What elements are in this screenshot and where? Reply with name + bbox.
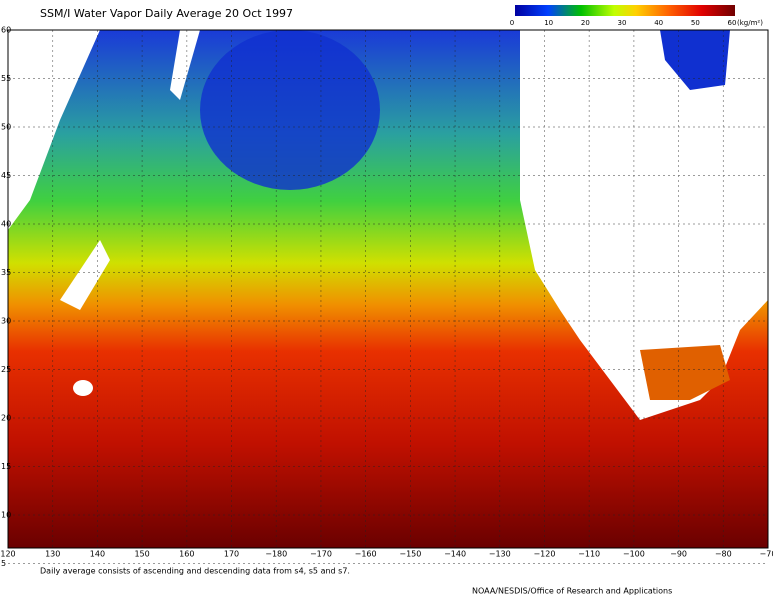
japan xyxy=(60,240,110,310)
gulf-of-mexico xyxy=(640,345,730,400)
north-america xyxy=(520,30,768,420)
longitude-label: −140 xyxy=(444,550,466,559)
longitude-label: 140 xyxy=(90,550,105,559)
footer-credit: NOAA/NESDIS/Office of Research and Appli… xyxy=(472,587,672,596)
longitude-label: −90 xyxy=(670,550,687,559)
longitude-label: −120 xyxy=(533,550,555,559)
latitude-label: 15 xyxy=(1,462,11,471)
latitude-label: 50 xyxy=(1,123,11,132)
longitude-label: −150 xyxy=(399,550,421,559)
hudson-bay xyxy=(660,30,730,90)
longitude-label: −110 xyxy=(578,550,600,559)
colorbar xyxy=(515,5,735,16)
colorbar-tick: 30 xyxy=(618,19,627,27)
latitude-label: 30 xyxy=(1,317,11,326)
longitude-label: −160 xyxy=(355,550,377,559)
latitude-label: 10 xyxy=(1,511,11,520)
latitude-label: 20 xyxy=(1,414,11,423)
cloud-gap xyxy=(73,380,93,396)
colorbar-tick: 10 xyxy=(544,19,553,27)
colorbar-tick: 20 xyxy=(581,19,590,27)
latitude-label: 60 xyxy=(1,26,11,35)
asia xyxy=(8,30,100,230)
longitude-label: −70 xyxy=(760,550,773,559)
colorbar-tick: 60 xyxy=(728,19,737,27)
colorbar-tick: 40 xyxy=(654,19,663,27)
latitude-label: 35 xyxy=(1,268,11,277)
map-area xyxy=(7,29,769,564)
colorbar-tick: 50 xyxy=(691,19,700,27)
longitude-label: 120 xyxy=(0,550,15,559)
colorbar-unit: (kg/m²) xyxy=(737,19,763,27)
longitude-label: 160 xyxy=(179,550,194,559)
longitude-label: −180 xyxy=(265,550,287,559)
longitude-label: 150 xyxy=(134,550,149,559)
kamchatka xyxy=(170,30,200,100)
latitude-label: 45 xyxy=(1,171,11,180)
longitude-label: −100 xyxy=(623,550,645,559)
title: SSM/I Water Vapor Daily Average 20 Oct 1… xyxy=(40,7,293,20)
latitude-label: 5 xyxy=(1,559,6,568)
latitude-label: 40 xyxy=(1,220,11,229)
longitude-label: 170 xyxy=(224,550,239,559)
latitude-label: 25 xyxy=(1,365,11,374)
longitude-label: −80 xyxy=(715,550,732,559)
colorbar-tick: 0 xyxy=(510,19,514,27)
longitude-label: −170 xyxy=(310,550,332,559)
longitude-label: −130 xyxy=(489,550,511,559)
footer-note: Daily average consists of ascending and … xyxy=(40,567,350,576)
longitude-label: 130 xyxy=(45,550,60,559)
map-frame xyxy=(7,29,769,549)
dry-region xyxy=(200,30,380,190)
latitude-label: 55 xyxy=(1,74,11,83)
